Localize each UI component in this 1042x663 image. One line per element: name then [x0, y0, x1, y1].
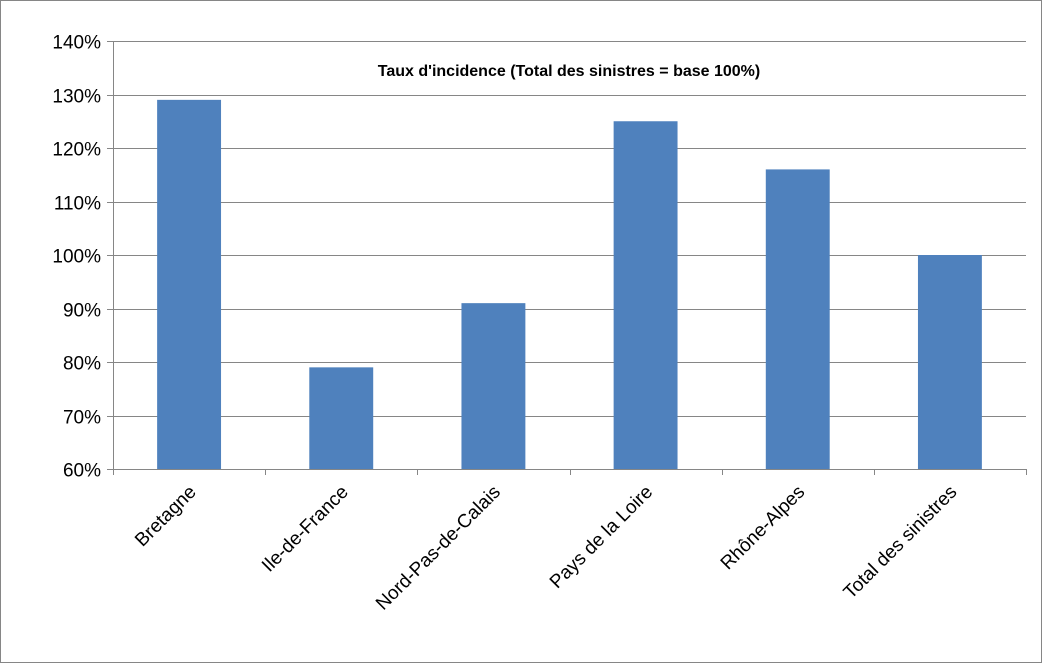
- x-tick-label: Bretagne: [131, 482, 200, 551]
- y-tick-label: 90%: [63, 301, 101, 322]
- axes: [113, 41, 1027, 475]
- x-tick-label: Ile-de-France: [258, 482, 353, 577]
- y-tick-label: 120%: [52, 140, 101, 161]
- chart-title: Taux d'incidence (Total des sinistres = …: [378, 63, 760, 80]
- y-tick-label: 140%: [52, 33, 101, 54]
- bar-total-des-sinistres: [917, 255, 982, 469]
- y-tick-label: 70%: [63, 408, 101, 429]
- y-tick-label: 100%: [52, 247, 101, 268]
- y-tick-label: 130%: [52, 87, 101, 108]
- bar-pays-de-la-loire: [613, 121, 678, 469]
- x-tick-label: Rhône-Alpes: [717, 482, 810, 575]
- x-tick-label: Total des sinistres: [840, 482, 962, 604]
- gridlines: [113, 41, 1026, 417]
- y-axis-ticks: 60% 70% 80% 90% 100% 110% 120% 130% 140%: [52, 33, 113, 482]
- bar-nord-pas-de-calais: [461, 303, 526, 469]
- bar-bretagne: [157, 99, 222, 469]
- x-tick-label: Pays de la Loire: [546, 482, 657, 593]
- x-tick-label: Nord-Pas-de-Calais: [372, 482, 505, 615]
- bars: [157, 99, 982, 469]
- bar-ile-de-france: [309, 367, 374, 469]
- y-tick-label: 80%: [63, 354, 101, 375]
- y-tick-label: 110%: [54, 194, 101, 215]
- x-axis-labels: Bretagne Ile-de-France Nord-Pas-de-Calais P…: [131, 482, 961, 615]
- y-tick-label: 60%: [63, 461, 101, 482]
- bar-rh-ne-alpes: [765, 169, 830, 469]
